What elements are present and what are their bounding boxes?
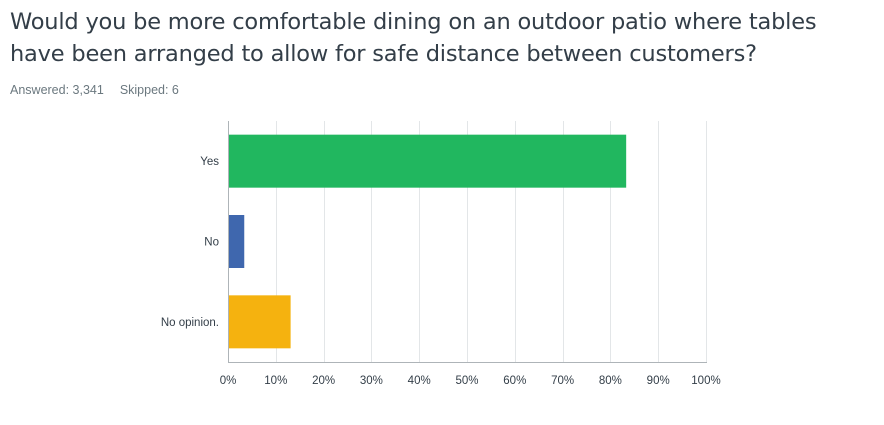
category-label: Yes bbox=[200, 156, 219, 168]
x-tick-label: 70% bbox=[551, 375, 574, 387]
skipped-count: Skipped: 6 bbox=[119, 83, 179, 97]
x-tick-label: 60% bbox=[503, 375, 526, 387]
x-tick-label: 10% bbox=[264, 375, 287, 387]
chart-labels: 0% 10% 20% 30% 40% 50% 60% 70% 80% 90% 100% Yes No No… bbox=[161, 156, 721, 387]
x-tick-label: 90% bbox=[647, 375, 670, 387]
x-tick-label: 20% bbox=[312, 375, 335, 387]
question-title: Would you be more comfortable dining on … bbox=[10, 9, 817, 67]
bar-no bbox=[228, 215, 245, 268]
x-tick-label: 100% bbox=[691, 375, 720, 387]
chart-bars bbox=[228, 134, 627, 349]
x-tick-label: 0% bbox=[220, 375, 237, 387]
response-stats: Answered: 3,341 Skipped: 6 bbox=[10, 83, 179, 97]
bar-no-opinion bbox=[228, 295, 291, 349]
x-tick-label: 50% bbox=[455, 375, 478, 387]
category-label: No opinion. bbox=[161, 317, 219, 329]
bar-yes bbox=[228, 134, 627, 188]
chart-axes bbox=[228, 121, 707, 363]
x-tick-label: 30% bbox=[360, 375, 383, 387]
category-label: No bbox=[204, 237, 219, 249]
x-tick-label: 80% bbox=[599, 375, 622, 387]
x-tick-label: 40% bbox=[408, 375, 431, 387]
answered-count: Answered: 3,341 bbox=[10, 83, 104, 97]
